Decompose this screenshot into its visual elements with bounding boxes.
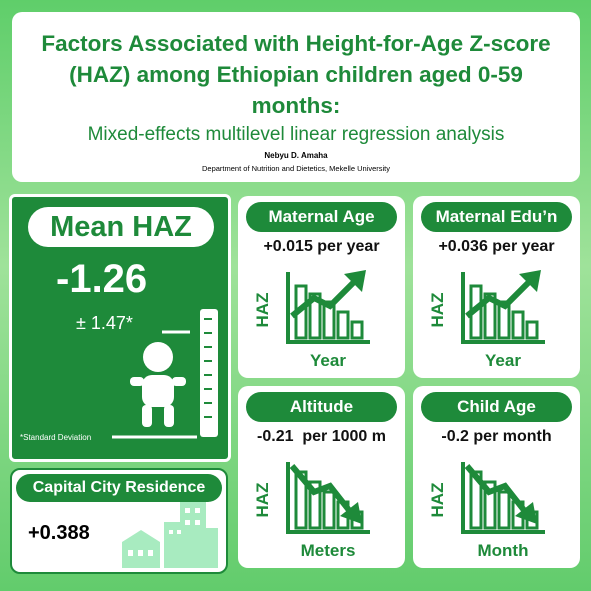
y-axis-label: HAZ bbox=[428, 292, 447, 328]
subtitle: Mixed-effects multilevel linear regressi… bbox=[87, 124, 505, 145]
factor-card: Child Age -0.2 per month HAZ Month bbox=[413, 386, 580, 568]
arrow-head bbox=[344, 270, 366, 292]
trend-icon bbox=[286, 462, 370, 534]
icon-bar bbox=[308, 480, 322, 530]
header-box: Factors Associated with Height-for-Age Z… bbox=[12, 12, 580, 182]
arrow-head bbox=[340, 502, 362, 524]
axis bbox=[286, 272, 370, 344]
icon-bar bbox=[483, 292, 497, 340]
x-axis-label: Year bbox=[310, 351, 346, 370]
capital-label: Capital City Residence bbox=[16, 474, 222, 502]
card-title: Child Age bbox=[421, 392, 572, 422]
child-illustration bbox=[112, 309, 218, 439]
axis bbox=[461, 272, 545, 344]
card-value: -0.21 per 1000 m bbox=[257, 428, 386, 445]
trend-arrow bbox=[465, 277, 534, 319]
icon-bar bbox=[497, 300, 511, 340]
mean-haz-sd: ± 1.47* bbox=[76, 313, 133, 333]
icon-bar bbox=[483, 480, 497, 530]
trend-icon bbox=[286, 270, 370, 344]
trend-arrow bbox=[290, 277, 359, 319]
axis bbox=[286, 462, 370, 534]
card-title: Maternal Edu’n bbox=[421, 202, 572, 232]
factor-card: Altitude -0.21 per 1000 m HAZ Meters bbox=[238, 386, 405, 568]
icon-bar bbox=[322, 490, 336, 530]
x-axis-label: Year bbox=[485, 351, 521, 370]
icon-bar bbox=[322, 300, 336, 340]
card-value: -0.2 per month bbox=[441, 428, 552, 445]
card-title: Maternal Age bbox=[246, 202, 397, 232]
trend-arrow bbox=[464, 464, 530, 516]
icon-bar bbox=[308, 292, 322, 340]
y-axis-label: HAZ bbox=[253, 292, 272, 328]
trend-icon bbox=[461, 462, 545, 534]
icon-bar bbox=[350, 320, 364, 340]
icon-bar bbox=[497, 490, 511, 530]
trend-arrow bbox=[289, 464, 355, 516]
icon-bar bbox=[336, 310, 350, 340]
factor-card: Maternal Edu’n +0.036 per year HAZ Year bbox=[413, 196, 580, 378]
icon-bar bbox=[525, 320, 539, 340]
author: Nebyu D. Amaha bbox=[264, 151, 328, 160]
city-illustration bbox=[122, 502, 218, 568]
arrow-head bbox=[515, 502, 537, 524]
arrow-head bbox=[519, 270, 541, 292]
card-title: Altitude bbox=[246, 392, 397, 422]
mean-haz-label: Mean HAZ bbox=[28, 207, 214, 247]
title: Factors Associated with Height-for-Age Z… bbox=[41, 31, 551, 118]
trend-icon bbox=[461, 270, 545, 344]
factor-card: Maternal Age +0.015 per year HAZ Year bbox=[238, 196, 405, 378]
y-axis-label: HAZ bbox=[253, 482, 272, 518]
mean-haz-value: -1.26 bbox=[56, 257, 148, 301]
mean-haz-panel: Mean HAZ -1.26 ± 1.47* *Standard Deviati… bbox=[9, 194, 231, 462]
sd-note: *Standard Deviation bbox=[20, 433, 92, 442]
card-value: +0.036 per year bbox=[438, 238, 555, 255]
affiliation: Department of Nutrition and Dietetics, M… bbox=[202, 164, 390, 173]
capital-panel: Capital City Residence +0.388 bbox=[10, 468, 228, 574]
icon-bar bbox=[511, 310, 525, 340]
capital-value: +0.388 bbox=[28, 522, 90, 544]
x-axis-label: Month bbox=[477, 541, 529, 560]
x-axis-label: Meters bbox=[300, 541, 356, 560]
card-value: +0.015 per year bbox=[263, 238, 380, 255]
axis bbox=[461, 462, 545, 534]
y-axis-label: HAZ bbox=[428, 482, 447, 518]
